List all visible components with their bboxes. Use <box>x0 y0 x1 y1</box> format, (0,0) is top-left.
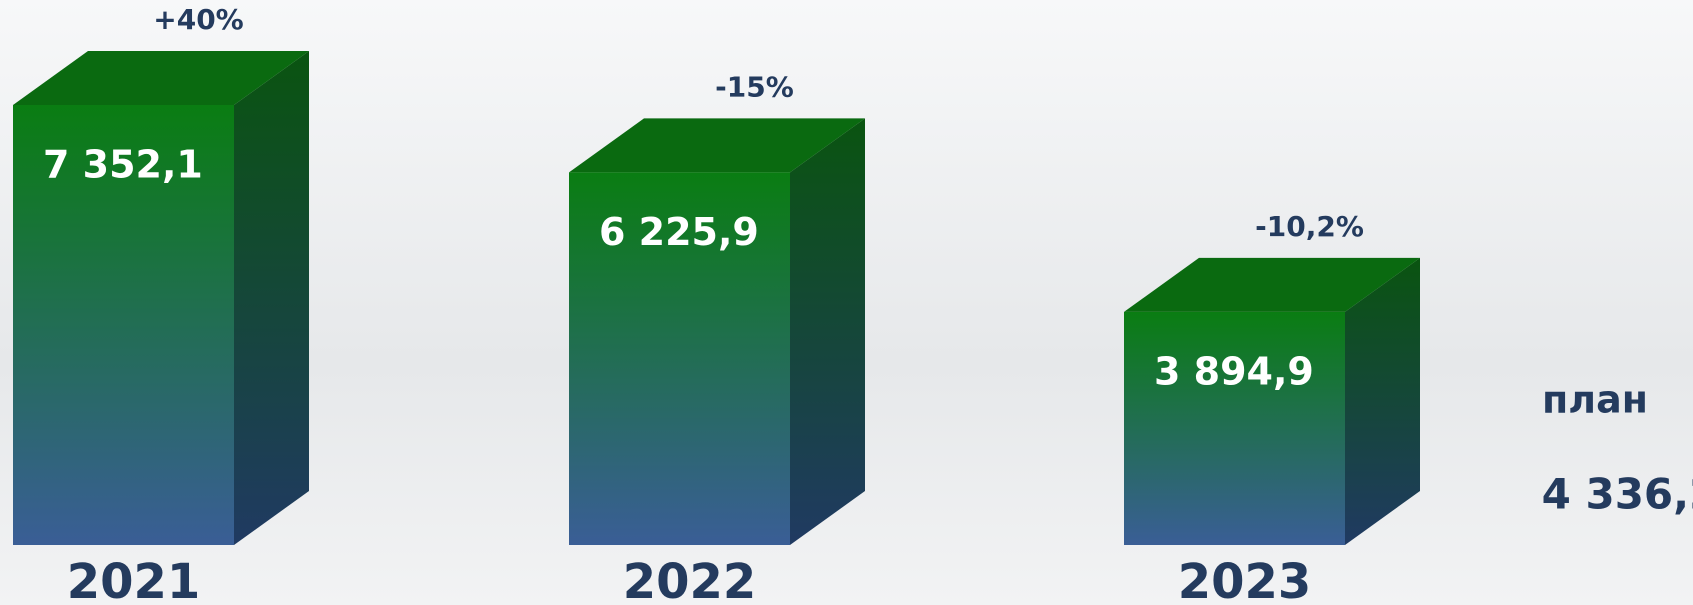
annotation: -10,2% <box>1255 210 1364 243</box>
plan-value: 4 336,2 <box>1542 470 1693 519</box>
plan-label: план <box>1542 378 1648 422</box>
bar-top <box>569 118 865 173</box>
bar <box>1124 311 1345 545</box>
value-label: 3 894,9 <box>1154 349 1314 393</box>
value-label: 7 352,1 <box>43 143 203 187</box>
x-tick-label: 2021 <box>67 554 201 605</box>
bar-side <box>234 51 309 545</box>
bar-side <box>1345 257 1420 545</box>
annotation: -15% <box>715 70 794 103</box>
bar-top <box>1124 257 1420 312</box>
bar <box>13 105 234 545</box>
bar-top <box>13 51 309 105</box>
bar <box>569 172 790 545</box>
annotation: +40% <box>153 3 243 36</box>
value-label: 6 225,9 <box>599 210 759 254</box>
x-tick-label: 2022 <box>623 554 757 605</box>
bar-side <box>790 118 865 545</box>
x-tick-label: 2023 <box>1178 554 1312 605</box>
